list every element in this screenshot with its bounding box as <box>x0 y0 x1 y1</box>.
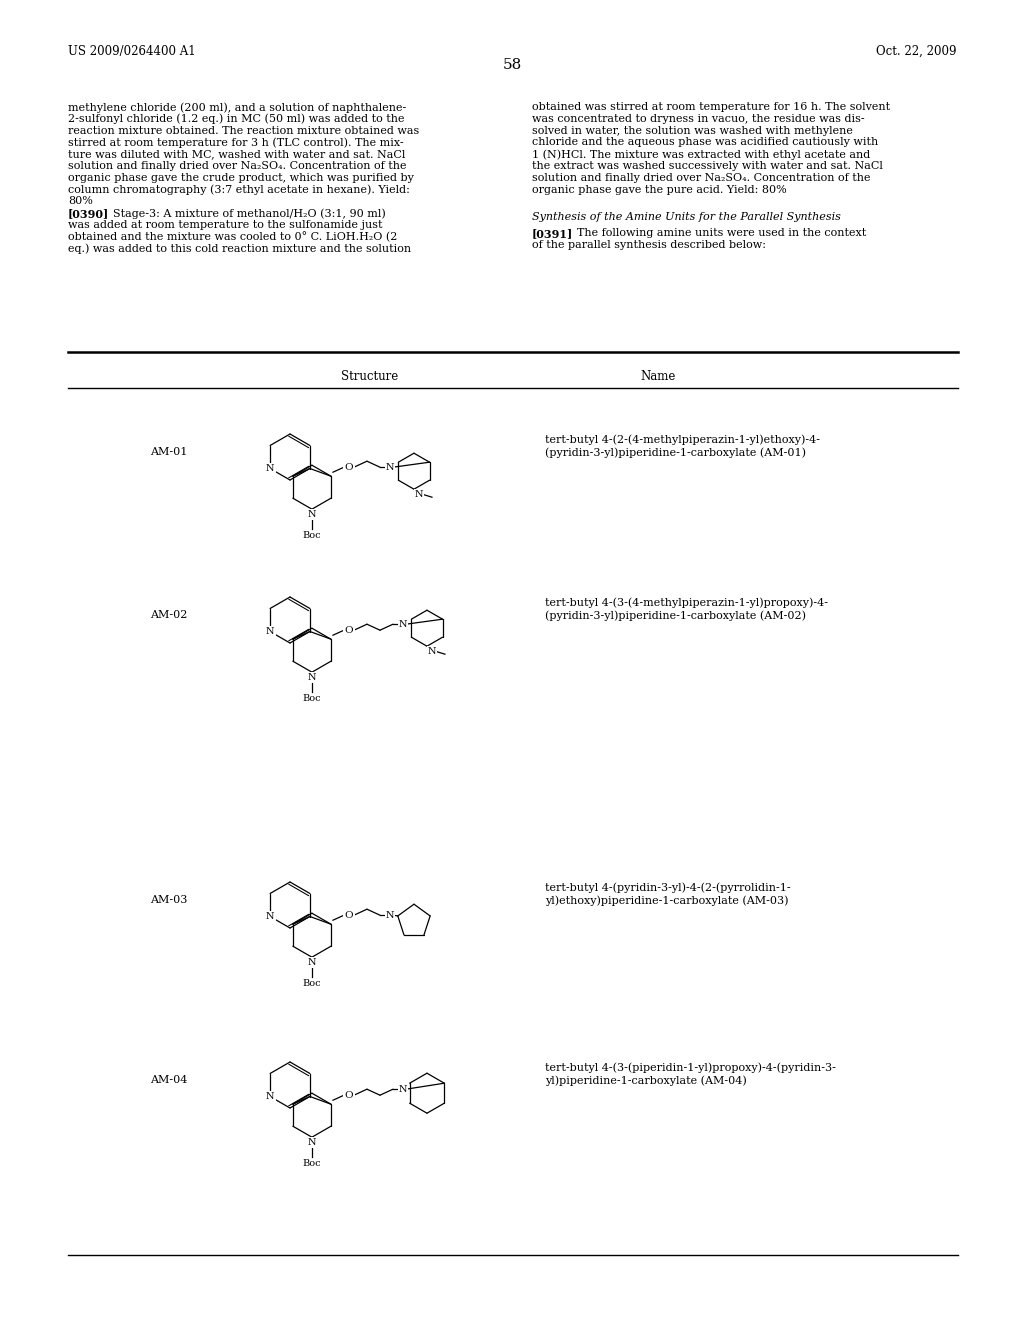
Text: O: O <box>345 626 353 635</box>
Text: O: O <box>345 463 353 471</box>
Text: O: O <box>345 911 353 920</box>
Text: methylene chloride (200 ml), and a solution of naphthalene-: methylene chloride (200 ml), and a solut… <box>68 102 407 112</box>
Text: tert-butyl 4-(3-(piperidin-1-yl)propoxy)-4-(pyridin-3-: tert-butyl 4-(3-(piperidin-1-yl)propoxy)… <box>545 1063 836 1073</box>
Text: obtained was stirred at room temperature for 16 h. The solvent: obtained was stirred at room temperature… <box>532 102 890 112</box>
Text: O: O <box>345 1090 353 1100</box>
Text: organic phase gave the pure acid. Yield: 80%: organic phase gave the pure acid. Yield:… <box>532 185 786 194</box>
Text: of the parallel synthesis described below:: of the parallel synthesis described belo… <box>532 240 766 249</box>
Text: Name: Name <box>640 370 676 383</box>
Text: 58: 58 <box>503 58 521 73</box>
Text: yl)ethoxy)piperidine-1-carboxylate (AM-03): yl)ethoxy)piperidine-1-carboxylate (AM-0… <box>545 895 788 906</box>
Text: the extract was washed successively with water and sat. NaCl: the extract was washed successively with… <box>532 161 883 172</box>
Text: Boc: Boc <box>303 531 322 540</box>
Text: organic phase gave the crude product, which was purified by: organic phase gave the crude product, wh… <box>68 173 414 182</box>
Text: reaction mixture obtained. The reaction mixture obtained was: reaction mixture obtained. The reaction … <box>68 125 419 136</box>
Text: N: N <box>398 619 408 628</box>
Text: yl)piperidine-1-carboxylate (AM-04): yl)piperidine-1-carboxylate (AM-04) <box>545 1074 746 1085</box>
Text: US 2009/0264400 A1: US 2009/0264400 A1 <box>68 45 196 58</box>
Text: N: N <box>307 673 316 682</box>
Text: 1 (N)HCl. The mixture was extracted with ethyl acetate and: 1 (N)HCl. The mixture was extracted with… <box>532 149 870 160</box>
Text: AM-01: AM-01 <box>150 447 187 457</box>
Text: Synthesis of the Amine Units for the Parallel Synthesis: Synthesis of the Amine Units for the Par… <box>532 213 841 222</box>
Text: N: N <box>428 647 436 656</box>
Text: AM-03: AM-03 <box>150 895 187 906</box>
Text: AM-04: AM-04 <box>150 1074 187 1085</box>
Text: AM-02: AM-02 <box>150 610 187 620</box>
Text: Structure: Structure <box>341 370 398 383</box>
Text: Stage-3: A mixture of methanol/H₂O (3:1, 90 ml): Stage-3: A mixture of methanol/H₂O (3:1,… <box>106 209 386 219</box>
Text: stirred at room temperature for 3 h (TLC control). The mix-: stirred at room temperature for 3 h (TLC… <box>68 137 403 148</box>
Text: N: N <box>398 1085 408 1094</box>
Text: (pyridin-3-yl)piperidine-1-carboxylate (AM-02): (pyridin-3-yl)piperidine-1-carboxylate (… <box>545 610 806 620</box>
Text: [0390]: [0390] <box>68 209 110 219</box>
Text: (pyridin-3-yl)piperidine-1-carboxylate (AM-01): (pyridin-3-yl)piperidine-1-carboxylate (… <box>545 447 806 458</box>
Text: solution and finally dried over Na₂SO₄. Concentration of the: solution and finally dried over Na₂SO₄. … <box>68 161 407 172</box>
Text: column chromatography (3:7 ethyl acetate in hexane). Yield:: column chromatography (3:7 ethyl acetate… <box>68 185 410 195</box>
Text: was added at room temperature to the sulfonamide just: was added at room temperature to the sul… <box>68 220 383 230</box>
Text: tert-butyl 4-(2-(4-methylpiperazin-1-yl)ethoxy)-4-: tert-butyl 4-(2-(4-methylpiperazin-1-yl)… <box>545 434 820 445</box>
Text: N: N <box>415 490 424 499</box>
Text: N: N <box>266 465 274 473</box>
Text: N: N <box>386 911 394 920</box>
Text: ture was diluted with MC, washed with water and sat. NaCl: ture was diluted with MC, washed with wa… <box>68 149 406 160</box>
Text: Boc: Boc <box>303 694 322 704</box>
Text: N: N <box>307 1138 316 1147</box>
Text: Oct. 22, 2009: Oct. 22, 2009 <box>876 45 956 58</box>
Text: N: N <box>307 958 316 968</box>
Text: 2-sulfonyl chloride (1.2 eq.) in MC (50 ml) was added to the: 2-sulfonyl chloride (1.2 eq.) in MC (50 … <box>68 114 404 124</box>
Text: was concentrated to dryness in vacuo, the residue was dis-: was concentrated to dryness in vacuo, th… <box>532 114 864 124</box>
Text: solved in water, the solution was washed with methylene: solved in water, the solution was washed… <box>532 125 853 136</box>
Text: N: N <box>266 627 274 636</box>
Text: N: N <box>266 912 274 921</box>
Text: tert-butyl 4-(3-(4-methylpiperazin-1-yl)propoxy)-4-: tert-butyl 4-(3-(4-methylpiperazin-1-yl)… <box>545 597 828 607</box>
Text: N: N <box>307 511 316 519</box>
Text: N: N <box>386 463 394 471</box>
Text: Boc: Boc <box>303 979 322 989</box>
Text: Boc: Boc <box>303 1159 322 1168</box>
Text: obtained and the mixture was cooled to 0° C. LiOH.H₂O (2: obtained and the mixture was cooled to 0… <box>68 232 397 243</box>
Text: N: N <box>266 1092 274 1101</box>
Text: 80%: 80% <box>68 197 93 206</box>
Text: chloride and the aqueous phase was acidified cautiously with: chloride and the aqueous phase was acidi… <box>532 137 879 148</box>
Text: tert-butyl 4-(pyridin-3-yl)-4-(2-(pyrrolidin-1-: tert-butyl 4-(pyridin-3-yl)-4-(2-(pyrrol… <box>545 882 791 892</box>
Text: The following amine units were used in the context: The following amine units were used in t… <box>570 228 866 238</box>
Text: eq.) was added to this cold reaction mixture and the solution: eq.) was added to this cold reaction mix… <box>68 244 411 255</box>
Text: [0391]: [0391] <box>532 228 573 239</box>
Text: solution and finally dried over Na₂SO₄. Concentration of the: solution and finally dried over Na₂SO₄. … <box>532 173 870 182</box>
